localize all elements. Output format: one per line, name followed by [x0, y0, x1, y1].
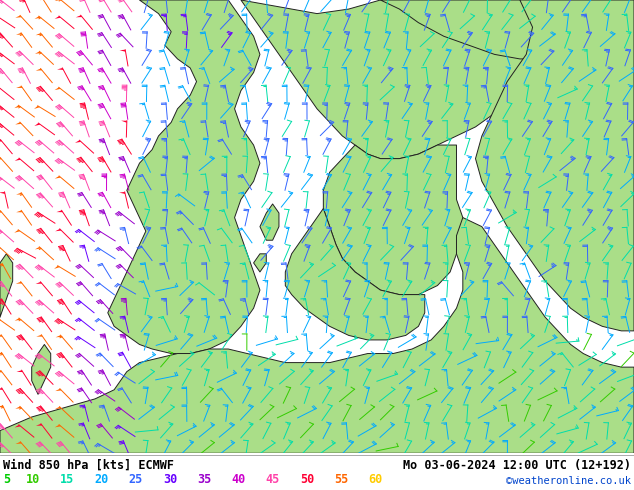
Polygon shape	[0, 192, 5, 194]
Polygon shape	[35, 16, 41, 19]
Polygon shape	[0, 264, 3, 266]
Polygon shape	[35, 51, 41, 54]
Polygon shape	[55, 87, 61, 90]
Text: 50: 50	[300, 472, 314, 486]
Polygon shape	[54, 266, 60, 269]
Polygon shape	[75, 140, 81, 143]
Polygon shape	[15, 16, 22, 18]
Polygon shape	[56, 335, 62, 337]
Polygon shape	[14, 230, 20, 233]
Polygon shape	[0, 370, 2, 372]
Polygon shape	[16, 370, 23, 372]
Polygon shape	[55, 389, 61, 391]
Text: 30: 30	[163, 472, 177, 486]
Polygon shape	[0, 388, 3, 390]
Polygon shape	[0, 211, 2, 213]
Polygon shape	[36, 33, 42, 35]
Polygon shape	[0, 140, 2, 142]
Polygon shape	[55, 16, 61, 19]
Polygon shape	[55, 229, 61, 231]
Polygon shape	[76, 15, 82, 17]
Polygon shape	[36, 282, 42, 284]
Polygon shape	[16, 210, 23, 212]
Text: Wind 850 hPa [kts] ECMWF: Wind 850 hPa [kts] ECMWF	[3, 459, 174, 472]
Polygon shape	[15, 122, 22, 124]
Text: 10: 10	[26, 472, 40, 486]
Polygon shape	[15, 425, 21, 427]
Polygon shape	[36, 69, 42, 71]
Text: 60: 60	[368, 472, 382, 486]
Polygon shape	[0, 335, 3, 337]
Text: 5: 5	[3, 472, 10, 486]
Text: 55: 55	[334, 472, 348, 486]
Polygon shape	[36, 335, 42, 337]
Polygon shape	[15, 318, 21, 321]
Polygon shape	[55, 0, 61, 1]
Polygon shape	[55, 425, 61, 427]
Polygon shape	[55, 407, 61, 409]
Polygon shape	[15, 105, 20, 108]
Text: 25: 25	[129, 472, 143, 486]
Polygon shape	[16, 33, 22, 35]
Text: 40: 40	[231, 472, 245, 486]
Polygon shape	[0, 247, 1, 249]
Polygon shape	[34, 123, 41, 126]
Polygon shape	[120, 50, 126, 52]
Polygon shape	[15, 158, 21, 161]
Text: Mo 03-06-2024 12:00 UTC (12+192): Mo 03-06-2024 12:00 UTC (12+192)	[403, 459, 631, 472]
Polygon shape	[57, 68, 63, 70]
Polygon shape	[0, 352, 3, 354]
Text: 20: 20	[94, 472, 108, 486]
Polygon shape	[119, 192, 125, 194]
Polygon shape	[56, 210, 63, 212]
Polygon shape	[0, 158, 2, 160]
Polygon shape	[36, 424, 42, 426]
Polygon shape	[16, 86, 23, 88]
Text: ©weatheronline.co.uk: ©weatheronline.co.uk	[506, 476, 631, 486]
Text: 15: 15	[60, 472, 74, 486]
Polygon shape	[15, 406, 22, 409]
Polygon shape	[16, 193, 22, 195]
Polygon shape	[34, 106, 40, 109]
Polygon shape	[16, 282, 22, 284]
Polygon shape	[0, 406, 4, 407]
Polygon shape	[121, 121, 127, 123]
Polygon shape	[55, 176, 61, 179]
Polygon shape	[35, 247, 41, 249]
Polygon shape	[15, 442, 22, 444]
Text: 35: 35	[197, 472, 211, 486]
Text: 45: 45	[266, 472, 280, 486]
